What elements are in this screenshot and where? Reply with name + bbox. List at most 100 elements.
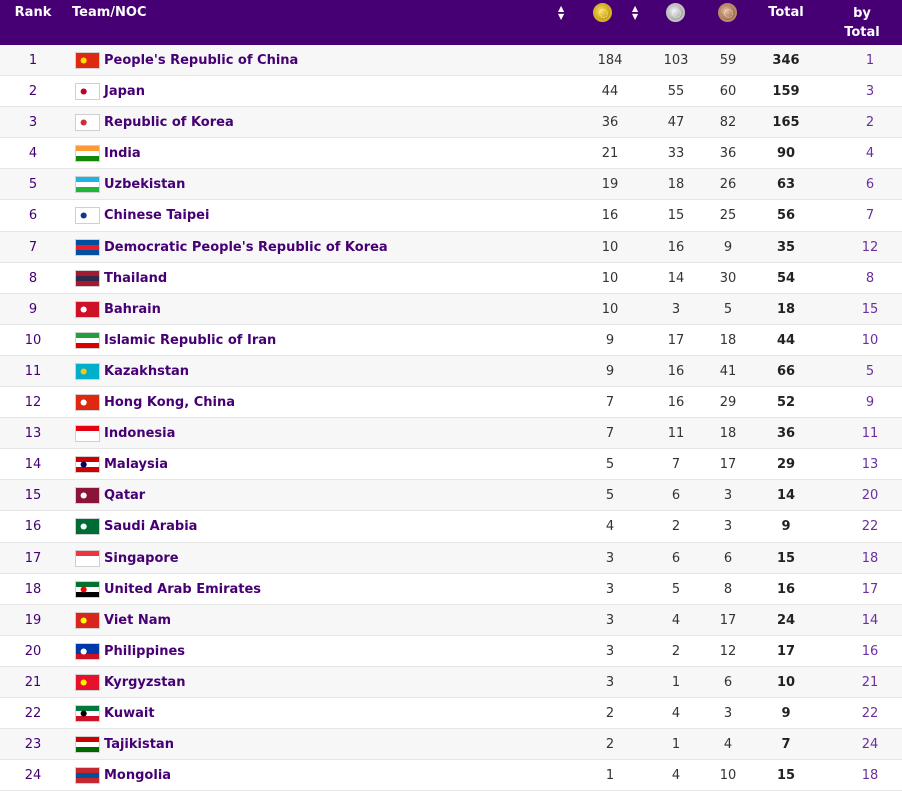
bronze-count: 82: [719, 115, 737, 131]
bronze-count: 41: [719, 363, 737, 379]
table-row[interactable]: 15 Qatar 5 6 3 14 20: [0, 480, 902, 512]
rank-cell: 23: [24, 737, 42, 753]
team-name-link[interactable]: Singapore: [104, 550, 179, 566]
gold-count: 3: [605, 581, 615, 597]
total-count: 346: [772, 53, 800, 68]
silver-count: 6: [671, 550, 681, 566]
team-name-link[interactable]: Bahrain: [104, 301, 161, 317]
team-name-link[interactable]: Islamic Republic of Iran: [104, 332, 277, 348]
silver-count: 14: [667, 270, 685, 286]
rank-by-total: 18: [861, 550, 879, 566]
bronze-count: 36: [719, 146, 737, 162]
table-row[interactable]: 8 Thailand 10 14 30 54 8: [0, 262, 902, 294]
team-sort-icon[interactable]: ▲ ▼: [558, 4, 565, 21]
rank-cell: 13: [24, 426, 42, 442]
table-row[interactable]: 5 Uzbekistan 19 18 26 63 6: [0, 169, 902, 201]
table-row[interactable]: 18 United Arab Emirates 3 5 8 16 17: [0, 573, 902, 605]
team-name-link[interactable]: Tajikistan: [104, 737, 174, 753]
team-name-link[interactable]: Republic of Korea: [104, 115, 234, 131]
table-row[interactable]: 3 Republic of Korea 36 47 82 165 2: [0, 107, 902, 139]
gold-count: 184: [597, 53, 623, 68]
bronze-count: 10: [719, 768, 737, 784]
gold-count: 7: [605, 426, 615, 442]
gold-count: 36: [601, 115, 619, 131]
gold-sort-icon[interactable]: ▲ ▼: [632, 4, 639, 21]
table-row[interactable]: 21 Kyrgyzstan 3 1 6 10 21: [0, 666, 902, 698]
bronze-count: 8: [723, 581, 733, 597]
team-name-link[interactable]: Mongolia: [104, 768, 172, 784]
team-name-link[interactable]: Kazakhstan: [104, 363, 190, 379]
team-name-link[interactable]: Saudi Arabia: [104, 519, 198, 535]
silver-count: 4: [671, 612, 681, 628]
silver-count: 11: [667, 426, 685, 442]
bronze-count: 29: [719, 395, 737, 411]
table-row[interactable]: 6 Chinese Taipei 16 15 25 56 7: [0, 200, 902, 232]
flag-icon: [75, 145, 100, 163]
team-name-link[interactable]: Thailand: [104, 270, 168, 286]
gold-count: 3: [605, 643, 615, 659]
total-count: 54: [776, 270, 796, 286]
team-name-link[interactable]: Kyrgyzstan: [104, 674, 186, 690]
team-name-link[interactable]: Uzbekistan: [104, 177, 186, 193]
table-row[interactable]: 14 Malaysia 5 7 17 29 13: [0, 449, 902, 481]
gold-count: 10: [601, 301, 619, 317]
total-count: 9: [781, 519, 791, 535]
team-name-link[interactable]: Philippines: [104, 643, 186, 659]
team-name-link[interactable]: Chinese Taipei: [104, 208, 210, 224]
team-name-link[interactable]: Malaysia: [104, 457, 168, 473]
table-row[interactable]: 9 Bahrain 10 3 5 18 15: [0, 293, 902, 325]
team-name-link[interactable]: Democratic People's Republic of Korea: [104, 239, 388, 255]
rank-cell: 15: [24, 488, 42, 504]
rank-by-total: 5: [865, 363, 875, 379]
team-column-header[interactable]: Team/NOC: [72, 5, 147, 20]
table-row[interactable]: 13 Indonesia 7 11 18 36 11: [0, 418, 902, 450]
total-count: 9: [781, 705, 791, 721]
flag-icon: [75, 425, 100, 443]
team-name-link[interactable]: Japan: [104, 84, 145, 100]
total-count: 29: [776, 457, 796, 473]
flag-icon: [75, 580, 100, 598]
gold-count: 3: [605, 612, 615, 628]
rank-cell: 24: [24, 768, 42, 784]
rank-by-total: 24: [861, 737, 879, 753]
team-name-link[interactable]: United Arab Emirates: [104, 581, 262, 597]
total-column-header[interactable]: Total: [768, 5, 804, 20]
table-row[interactable]: 19 Viet Nam 3 4 17 24 14: [0, 604, 902, 636]
table-row[interactable]: 23 Tajikistan 2 1 4 7 24: [0, 729, 902, 761]
team-name-link[interactable]: Hong Kong, China: [104, 395, 235, 411]
table-row[interactable]: 7 Democratic People's Republic of Korea 10…: [0, 231, 902, 263]
team-name-link[interactable]: People's Republic of China: [104, 53, 299, 68]
table-row[interactable]: 12 Hong Kong, China 7 16 29 52 9: [0, 387, 902, 419]
table-row[interactable]: 1 People's Republic of China 184 103 59 346 1: [0, 45, 902, 77]
bronze-count: 3: [723, 705, 733, 721]
team-name-link[interactable]: India: [104, 146, 141, 162]
team-name-link[interactable]: Qatar: [104, 488, 146, 504]
table-row[interactable]: 22 Kuwait 2 4 3 9 22: [0, 697, 902, 730]
silver-count: 16: [667, 363, 685, 379]
table-row[interactable]: 2 Japan 44 55 60 159 3: [0, 76, 902, 108]
rank-by-total: 7: [865, 208, 875, 224]
table-row[interactable]: 24 Mongolia 1 4 10 15 18: [0, 760, 902, 791]
rank-cell: 22: [24, 705, 42, 721]
by-total-column-header[interactable]: by Total: [844, 6, 880, 40]
team-name-link[interactable]: Kuwait: [104, 705, 155, 721]
silver-count: 55: [667, 84, 685, 100]
flag-icon: [75, 487, 100, 505]
gold-count: 3: [605, 674, 615, 690]
table-row[interactable]: 4 India 21 33 36 90 4: [0, 138, 902, 170]
table-row[interactable]: 20 Philippines 3 2 12 17 16: [0, 635, 902, 667]
rank-cell: 18: [24, 581, 42, 597]
bronze-count: 3: [723, 519, 733, 535]
table-row[interactable]: 16 Saudi Arabia 4 2 3 9 22: [0, 511, 902, 543]
gold-count: 21: [601, 146, 619, 162]
team-name-link[interactable]: Viet Nam: [104, 612, 172, 628]
table-row[interactable]: 17 Singapore 3 6 6 15 18: [0, 542, 902, 574]
table-row[interactable]: 10 Islamic Republic of Iran 9 17 18 44 10: [0, 324, 902, 356]
rank-cell: 1: [28, 53, 38, 68]
total-count: 10: [776, 674, 796, 690]
silver-count: 3: [671, 301, 681, 317]
gold-count: 7: [605, 395, 615, 411]
rank-column-header[interactable]: Rank: [14, 5, 52, 20]
table-row[interactable]: 11 Kazakhstan 9 16 41 66 5: [0, 355, 902, 388]
team-name-link[interactable]: Indonesia: [104, 426, 176, 442]
